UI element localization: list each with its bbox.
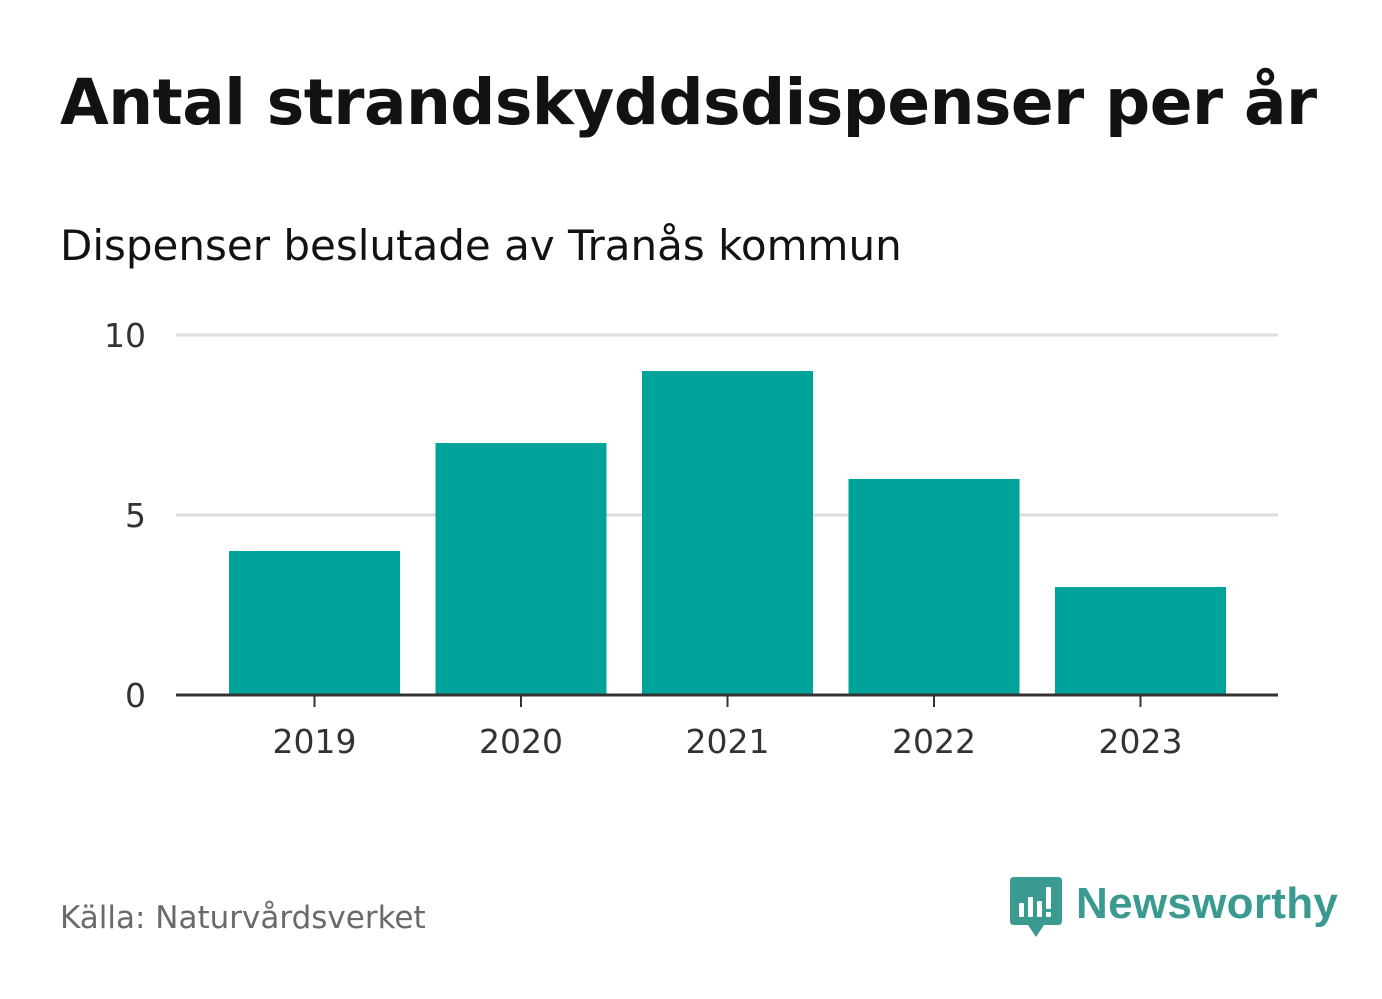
y-axis-ticks: 0 5 10 xyxy=(104,316,146,715)
y-tick-label: 10 xyxy=(104,316,146,355)
brand-name: Newsworthy xyxy=(1076,879,1339,928)
bar-2022 xyxy=(848,479,1020,695)
bar-2019 xyxy=(229,551,400,695)
newsworthy-logo-icon xyxy=(1010,877,1062,937)
x-tick-label: 2020 xyxy=(479,722,563,761)
source-note: Källa: Naturvårdsverket xyxy=(60,900,426,936)
x-tick-label: 2019 xyxy=(273,722,357,761)
bar-2020 xyxy=(435,443,607,695)
chart-title: Antal strandskyddsdispenser per år xyxy=(60,66,1317,139)
x-tick-label: 2022 xyxy=(892,722,976,761)
brand: Newsworthy xyxy=(1010,877,1338,941)
y-tick-label: 0 xyxy=(125,676,146,715)
bar-2023 xyxy=(1055,587,1226,695)
y-tick-label: 5 xyxy=(125,496,146,535)
bar-2021 xyxy=(642,371,813,695)
x-tick-label: 2021 xyxy=(686,722,770,761)
bars xyxy=(229,371,1226,695)
x-axis-ticks: 2019 2020 2021 2022 2023 xyxy=(273,695,1183,761)
x-tick-label: 2023 xyxy=(1099,722,1183,761)
chart-subtitle: Dispenser beslutade av Tranås kommun xyxy=(60,221,902,270)
